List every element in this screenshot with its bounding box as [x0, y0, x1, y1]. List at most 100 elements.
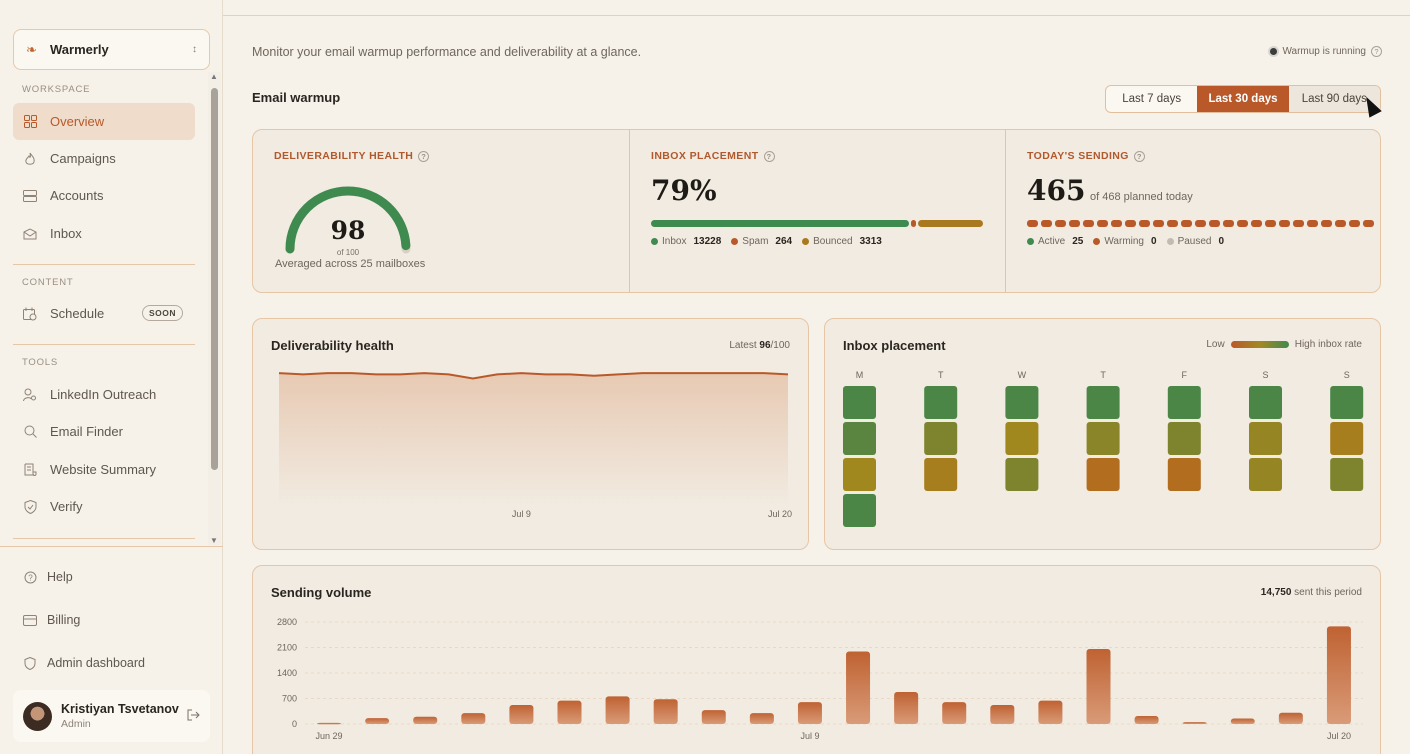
- scroll-up-icon[interactable]: ▲: [210, 72, 218, 81]
- help-circle-icon[interactable]: ?: [418, 150, 430, 162]
- sidebar-item-email-finder[interactable]: Email Finder: [13, 413, 195, 450]
- day-label: T: [938, 370, 944, 380]
- volume-bar: [749, 713, 774, 724]
- placement-segment-inbox: [651, 220, 910, 227]
- legend-value: 3313: [859, 236, 882, 247]
- sidebar-divider: [13, 538, 195, 539]
- sidebar-item-overview[interactable]: Overview: [13, 103, 195, 140]
- sidebar-nav: WORKSPACE Overview Campaigns Accounts In…: [0, 72, 207, 542]
- heatmap-cell: [1249, 458, 1282, 491]
- sidebar-item-label: Website Summary: [50, 462, 156, 477]
- mailbox-pill: [1251, 220, 1262, 227]
- workspace-switcher[interactable]: ❧ Warmerly ↕: [13, 29, 210, 70]
- mailbox-pill: [1265, 220, 1276, 227]
- sidebar-item-verify[interactable]: Verify: [13, 488, 195, 525]
- day-label: W: [1018, 370, 1027, 380]
- x-tick-label: Jun 29: [316, 731, 343, 741]
- tab-last-90-days[interactable]: Last 90 days: [1288, 86, 1380, 112]
- volume-bar: [557, 700, 582, 724]
- legend-value: 13228: [693, 236, 722, 247]
- mailbox-pill: [1321, 220, 1332, 227]
- stat-deliverability-health: DELIVERABILITY HEALTH ? 98 of 100 Averag…: [253, 130, 629, 292]
- volume-bar: [1086, 648, 1111, 724]
- sidebar-item-label: Billing: [47, 613, 81, 627]
- sidebar-item-admin-dashboard[interactable]: Admin dashboard: [22, 655, 145, 671]
- scroll-icon: [22, 462, 38, 478]
- sidebar-item-linkedin-outreach[interactable]: LinkedIn Outreach: [13, 376, 195, 413]
- heatmap-cell: [924, 458, 958, 491]
- sidebar-item-schedule[interactable]: Schedule SOON: [13, 295, 195, 332]
- sidebar-item-inbox[interactable]: Inbox: [13, 215, 195, 252]
- sidebar-scrollbar[interactable]: ▲ ▼: [208, 72, 221, 545]
- legend-dot: [731, 238, 739, 245]
- volume-bar: [990, 705, 1015, 724]
- search-icon: [22, 424, 38, 440]
- legend-value: 0: [1218, 236, 1225, 247]
- mailbox-pills: [1027, 220, 1374, 227]
- scroll-down-icon[interactable]: ▼: [210, 536, 218, 545]
- legend-label: Active: [1038, 236, 1066, 247]
- placement-segment-bounced: [918, 220, 983, 227]
- tab-last-30-days[interactable]: Last 30 days: [1197, 86, 1289, 112]
- meta-suffix: /100: [770, 340, 790, 351]
- day-label: M: [856, 370, 864, 380]
- heatmap-cell: [1005, 422, 1039, 455]
- mailbox-pill: [1055, 220, 1066, 227]
- y-tick-label: 0: [292, 719, 297, 729]
- legend-low: Low: [1206, 339, 1225, 350]
- sidebar-item-label: Schedule: [50, 306, 105, 321]
- stat-label-text: DELIVERABILITY HEALTH: [274, 150, 414, 162]
- x-tick-label: Jul 9: [512, 509, 531, 519]
- health-line: [278, 372, 789, 380]
- volume-bar: [797, 702, 822, 724]
- sidebar-item-label: Accounts: [50, 188, 104, 203]
- mailbox-pill: [1195, 220, 1206, 227]
- sidebar-item-campaigns[interactable]: Campaigns: [13, 140, 195, 177]
- help-circle-icon[interactable]: ?: [1371, 46, 1382, 57]
- mailbox-pill: [1335, 220, 1346, 227]
- heatmap-cell: [1167, 386, 1201, 419]
- legend-label: Spam: [742, 236, 769, 247]
- logout-icon[interactable]: [187, 709, 200, 724]
- soon-badge: SOON: [141, 305, 183, 321]
- date-range-tabs: Last 7 days Last 30 days Last 90 days: [1105, 85, 1381, 113]
- warmup-status: Warmup is running ?: [1270, 46, 1382, 57]
- help-circle-icon[interactable]: ?: [763, 150, 775, 162]
- legend-inbox: Inbox 13228: [651, 236, 721, 247]
- heatmap-cell: [1086, 386, 1120, 419]
- sending-legend: Active 25 Warming 0 Paused 0: [1027, 236, 1224, 247]
- sidebar-item-website-summary[interactable]: Website Summary: [13, 451, 195, 488]
- legend-dot: [1166, 238, 1174, 245]
- sidebar-item-billing[interactable]: Billing: [22, 612, 80, 628]
- sidebar-item-help[interactable]: ? Help: [22, 569, 73, 585]
- legend-spam: Spam 264: [731, 236, 792, 247]
- warmup-status-text: Warmup is running: [1282, 46, 1366, 57]
- heatmap-cell: [1167, 422, 1201, 455]
- day-label: T: [1100, 370, 1106, 380]
- mailbox-pill: [1237, 220, 1248, 227]
- scrollbar-thumb[interactable]: [211, 88, 218, 470]
- help-circle-icon[interactable]: ?: [1133, 150, 1145, 162]
- volume-bar: [317, 722, 342, 725]
- legend-label: Bounced: [813, 236, 853, 247]
- heatmap-cell: [1249, 386, 1282, 419]
- stat-label: INBOX PLACEMENT ?: [651, 150, 775, 162]
- day-label: S: [1344, 370, 1350, 380]
- volume-total: 14,750 sent this period: [1261, 587, 1362, 598]
- gauge-svg: [285, 186, 411, 254]
- sidebar-item-accounts[interactable]: Accounts: [13, 177, 195, 214]
- heatmap-cell: [843, 422, 876, 455]
- heatmap-cell: [1330, 458, 1364, 491]
- grid-icon: [22, 114, 38, 130]
- placement-bar: [651, 220, 983, 227]
- meta-value: 14,750: [1260, 587, 1292, 598]
- heatmap-cell: [1005, 386, 1039, 419]
- tab-last-7-days[interactable]: Last 7 days: [1122, 93, 1182, 105]
- user-card[interactable]: Kristiyan Tsvetanov Admin: [13, 690, 210, 742]
- todays-sending-suffix: of 468 planned today: [1090, 191, 1193, 203]
- legend-label: Warming: [1104, 236, 1144, 247]
- mailbox-pill: [1223, 220, 1234, 227]
- mailbox-pill: [1139, 220, 1150, 227]
- chevron-updown-icon: ↕: [192, 44, 197, 55]
- mailbox-pill: [1363, 220, 1374, 227]
